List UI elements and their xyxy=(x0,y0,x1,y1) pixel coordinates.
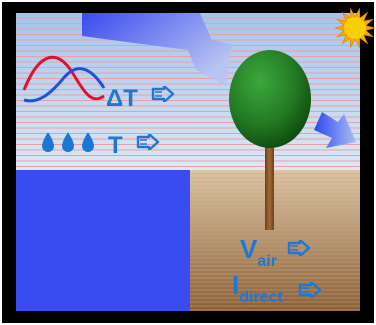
sun-icon xyxy=(334,7,376,49)
water-body xyxy=(16,170,190,311)
water-drops-icon xyxy=(42,132,94,152)
t-label: T xyxy=(108,132,123,159)
wave-blue xyxy=(23,67,106,103)
tree-trunk xyxy=(265,140,274,230)
i-direct-main: I xyxy=(232,270,239,300)
ground-lines xyxy=(190,173,360,311)
tree-icon xyxy=(229,50,311,230)
i-direct-label: Idirect xyxy=(232,270,283,306)
tree-crown xyxy=(229,50,311,148)
v-air-sub: air xyxy=(257,253,277,270)
i-direct-sub: direct xyxy=(239,289,283,306)
sunlight-beam xyxy=(82,13,232,86)
delta-t-label: ΔT xyxy=(106,85,138,112)
v-air-label: Vair xyxy=(240,234,277,270)
temperature-wave-icon xyxy=(22,55,106,103)
v-air-main: V xyxy=(240,234,258,264)
outflow-arrow xyxy=(314,112,356,148)
